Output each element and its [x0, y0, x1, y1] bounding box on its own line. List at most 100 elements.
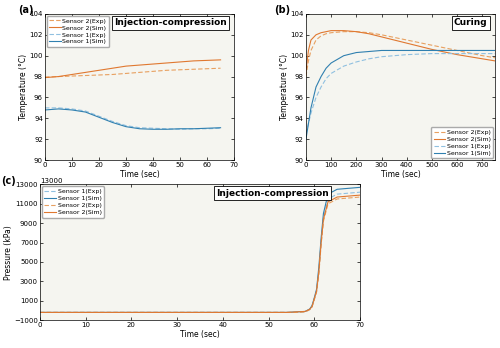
Sensor 1(Exp) — [316, 270, 322, 274]
Sensor 2(Exp) — [306, 59, 312, 63]
Sensor 2(Sim) — [318, 31, 324, 35]
Sensor 2(Sim) — [42, 76, 48, 80]
Sensor 2(Exp) — [308, 48, 314, 53]
Sensor 2(Sim) — [308, 38, 314, 42]
Sensor 1(Exp) — [309, 304, 315, 309]
Sensor 1(Sim) — [303, 137, 309, 141]
Sensor 2(Sim) — [123, 64, 129, 68]
Sensor 2(Exp) — [316, 271, 322, 276]
Sensor 2(Exp) — [318, 34, 324, 38]
Line: Sensor 1(Exp): Sensor 1(Exp) — [45, 108, 220, 129]
Sensor 2(Sim) — [325, 200, 331, 204]
Sensor 1(Sim) — [190, 127, 196, 131]
Sensor 2(Sim) — [177, 60, 183, 64]
Line: Sensor 2(Exp): Sensor 2(Exp) — [306, 32, 495, 77]
Sensor 2(Sim) — [164, 61, 170, 65]
Sensor 2(Sim) — [150, 62, 156, 66]
Sensor 2(Sim) — [480, 57, 486, 61]
Sensor 1(Sim) — [204, 126, 210, 130]
Sensor 1(Exp) — [308, 111, 314, 115]
Sensor 2(Exp) — [293, 310, 299, 315]
X-axis label: Time (sec): Time (sec) — [180, 330, 220, 339]
Sensor 1(Exp) — [480, 52, 486, 56]
Sensor 2(Exp) — [150, 69, 156, 73]
Line: Sensor 2(Exp): Sensor 2(Exp) — [45, 68, 220, 77]
Sensor 2(Sim) — [37, 310, 43, 315]
Line: Sensor 1(Exp): Sensor 1(Exp) — [40, 192, 360, 313]
Sensor 2(Exp) — [328, 31, 334, 35]
Sensor 1(Exp) — [313, 95, 319, 100]
Sensor 1(Sim) — [312, 296, 318, 300]
Sensor 2(Exp) — [312, 298, 318, 302]
Sensor 2(Sim) — [303, 69, 309, 73]
Sensor 1(Sim) — [69, 108, 75, 112]
Sensor 2(Sim) — [69, 72, 75, 77]
Text: Injection-compression: Injection-compression — [216, 189, 329, 198]
Sensor 1(Sim) — [164, 127, 170, 131]
Sensor 2(Sim) — [302, 309, 308, 314]
Sensor 2(Exp) — [82, 73, 88, 78]
Sensor 2(Sim) — [190, 59, 196, 63]
Line: Sensor 2(Sim): Sensor 2(Sim) — [306, 31, 495, 71]
Sensor 1(Exp) — [56, 106, 62, 110]
Sensor 1(Sim) — [325, 192, 331, 196]
Sensor 1(Exp) — [378, 55, 384, 59]
Sensor 2(Sim) — [309, 304, 315, 309]
Sensor 2(Exp) — [174, 310, 180, 315]
Sensor 1(Exp) — [150, 126, 156, 130]
Text: Injection-compression: Injection-compression — [114, 18, 226, 27]
Sensor 2(Sim) — [454, 53, 460, 57]
Sensor 2(Exp) — [284, 310, 290, 315]
Sensor 2(Exp) — [110, 72, 116, 77]
X-axis label: Time (sec): Time (sec) — [380, 169, 420, 179]
Sensor 2(Exp) — [320, 219, 326, 223]
Sensor 2(Exp) — [334, 197, 340, 201]
Sensor 1(Exp) — [42, 106, 48, 110]
Sensor 1(Exp) — [302, 310, 308, 314]
Sensor 2(Sim) — [314, 289, 320, 293]
Line: Sensor 1(Sim): Sensor 1(Sim) — [306, 50, 495, 139]
Sensor 1(Exp) — [306, 121, 312, 126]
Legend: Sensor 1(Exp), Sensor 1(Sim), Sensor 2(Exp), Sensor 2(Sim): Sensor 1(Exp), Sensor 1(Sim), Sensor 2(E… — [42, 186, 104, 218]
Sensor 1(Exp) — [334, 192, 340, 196]
Sensor 2(Sim) — [366, 32, 372, 36]
Sensor 1(Sim) — [316, 265, 322, 269]
Sensor 2(Exp) — [177, 68, 183, 72]
Sensor 2(Sim) — [354, 30, 360, 34]
Legend: Sensor 2(Exp), Sensor 2(Sim), Sensor 1(Exp), Sensor 1(Sim): Sensor 2(Exp), Sensor 2(Sim), Sensor 1(E… — [431, 127, 493, 158]
Text: 13000: 13000 — [40, 178, 62, 184]
Sensor 2(Sim) — [313, 33, 319, 37]
Sensor 2(Exp) — [340, 30, 346, 34]
Sensor 1(Sim) — [177, 127, 183, 131]
Sensor 1(Sim) — [174, 310, 180, 315]
Sensor 2(Sim) — [492, 59, 498, 63]
Sensor 1(Sim) — [480, 48, 486, 53]
Sensor 2(Sim) — [334, 195, 340, 199]
Sensor 1(Exp) — [323, 77, 329, 81]
Sensor 1(Sim) — [492, 48, 498, 53]
Sensor 1(Sim) — [320, 212, 326, 216]
Sensor 1(Sim) — [323, 66, 329, 70]
Sensor 2(Exp) — [309, 305, 315, 309]
Sensor 2(Exp) — [318, 243, 324, 247]
Sensor 2(Exp) — [266, 310, 272, 315]
Sensor 2(Sim) — [328, 29, 334, 33]
Sensor 1(Sim) — [318, 74, 324, 79]
Sensor 1(Sim) — [293, 310, 299, 314]
Sensor 2(Exp) — [96, 73, 102, 77]
Sensor 1(Exp) — [318, 240, 324, 245]
Sensor 1(Sim) — [366, 49, 372, 54]
Sensor 2(Sim) — [284, 310, 290, 315]
Sensor 1(Exp) — [328, 71, 334, 76]
Sensor 1(Sim) — [42, 108, 48, 112]
Line: Sensor 1(Exp): Sensor 1(Exp) — [306, 54, 495, 134]
Sensor 1(Exp) — [318, 85, 324, 89]
Sensor 1(Sim) — [404, 48, 410, 53]
Sensor 1(Sim) — [123, 125, 129, 129]
Sensor 2(Sim) — [316, 270, 322, 274]
Sensor 2(Exp) — [204, 66, 210, 71]
Text: (b): (b) — [274, 5, 290, 15]
Sensor 2(Sim) — [312, 297, 318, 301]
Sensor 1(Sim) — [150, 127, 156, 131]
Sensor 2(Sim) — [323, 30, 329, 34]
